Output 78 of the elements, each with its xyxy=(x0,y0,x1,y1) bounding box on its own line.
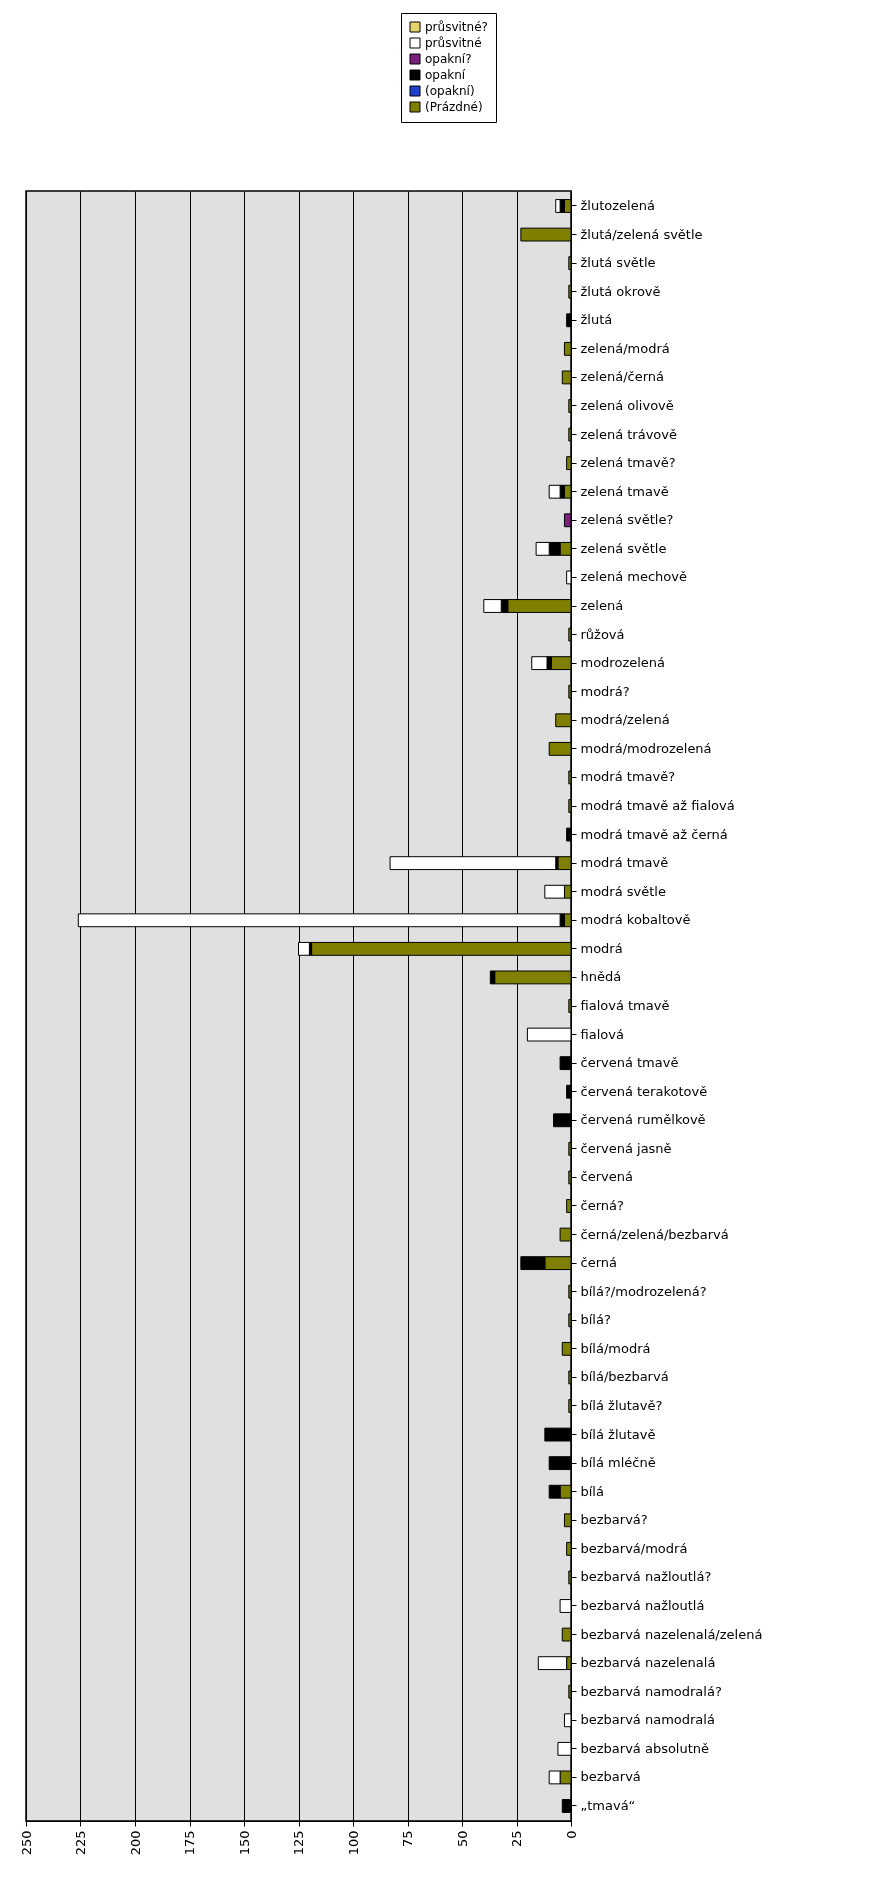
y-tick-label: bezbarvá namodralá? xyxy=(580,1683,722,1699)
y-tick-label: bílá žlutavě? xyxy=(580,1398,663,1413)
y-tick-label: bílá mléčně xyxy=(580,1455,656,1471)
y-tick-label: zelená/modrá xyxy=(580,340,670,356)
x-tick-label: 200 xyxy=(127,1830,143,1856)
legend-label: průsvitné xyxy=(425,36,482,50)
y-tick-label: bílá?/modrozelená? xyxy=(580,1283,707,1299)
bar xyxy=(548,484,561,499)
y-tick-label: fialová xyxy=(580,1026,624,1042)
y-tick-label: modrá světle xyxy=(580,883,666,899)
x-tick-label: 50 xyxy=(454,1830,470,1848)
x-tick-label: 75 xyxy=(400,1830,415,1848)
y-tick-label: žlutozelená xyxy=(580,198,655,213)
y-tick-label: bezbarvá nazelenalá xyxy=(580,1655,716,1671)
y-tick-label: černá xyxy=(580,1255,617,1271)
y-tick-label: bílá/modrá xyxy=(580,1340,651,1356)
y-tick-label: modrá tmavě až černá xyxy=(580,826,728,842)
y-tick-label: bezbarvá nažloutlá? xyxy=(580,1569,712,1585)
x-tick-label: 100 xyxy=(345,1830,361,1856)
x-tick-label: 250 xyxy=(18,1830,34,1856)
y-tick-label: bezbarvá? xyxy=(580,1512,648,1528)
y-tick-label: zelená tmavě xyxy=(580,483,669,499)
y-tick-label: bezbarvá xyxy=(580,1769,641,1785)
legend-label: opakní xyxy=(425,68,466,82)
y-tick-label: bezbarvá/modrá xyxy=(580,1540,688,1556)
y-tick-label: bílá/bezbarvá xyxy=(580,1369,669,1385)
x-tick-label: 150 xyxy=(236,1830,252,1856)
y-tick-label: fialová tmavě xyxy=(580,998,670,1013)
y-tick-label: modrá? xyxy=(580,683,630,699)
y-tick-label: černá? xyxy=(580,1198,624,1213)
x-tick-label: 125 xyxy=(291,1830,306,1856)
y-tick-label: modrá xyxy=(580,940,623,956)
x-tick-label: 225 xyxy=(73,1830,88,1856)
legend-label: (opakní) xyxy=(425,84,475,98)
y-tick-label: modrá tmavě až fialová xyxy=(580,798,735,813)
y-tick-label: červená tmavě xyxy=(580,1055,679,1071)
y-tick-label: modrá tmavě? xyxy=(580,769,676,785)
bar xyxy=(537,1656,568,1671)
x-tick-label: 175 xyxy=(182,1830,197,1856)
y-tick-label: zelená olivově xyxy=(580,398,674,413)
y-tick-label: modrá kobaltově xyxy=(580,912,691,928)
legend-label: průsvitné? xyxy=(425,20,488,34)
y-tick-label: zelená/černá xyxy=(580,369,664,385)
y-tick-label: zelená tmavě? xyxy=(580,455,676,471)
y-tick-label: žlutá okrově xyxy=(580,283,661,299)
y-tick-label: bezbarvá nazelenalá/zelená xyxy=(580,1626,763,1642)
y-tick-label: červená xyxy=(580,1169,633,1185)
y-tick-label: hnědá xyxy=(580,969,622,985)
y-tick-label: zelená trávově xyxy=(580,426,678,442)
y-tick-label: modrozelená xyxy=(580,655,666,671)
bar xyxy=(555,199,561,213)
x-tick-label: 25 xyxy=(509,1830,524,1848)
y-tick-label: bezbarvá namodralá xyxy=(580,1712,715,1728)
y-tick-label: „tmavá“ xyxy=(580,1798,636,1813)
y-tick-label: modrá/zelená xyxy=(580,712,670,728)
y-tick-label: zelená mechově xyxy=(580,569,687,585)
y-tick-label: modrá/modrozelená xyxy=(580,740,712,756)
y-tick-label: žlutá/zelená světle xyxy=(580,226,703,242)
y-tick-label: červená rumělkově xyxy=(580,1112,706,1128)
x-tick-label: 0 xyxy=(563,1830,579,1839)
y-tick-label: červená terakotově xyxy=(580,1083,708,1099)
y-tick-label: černá/zelená/bezbarvá xyxy=(580,1226,729,1242)
y-tick-label: žlutá xyxy=(580,312,613,328)
bar xyxy=(531,656,548,671)
y-tick-label: růžová xyxy=(580,626,625,642)
y-tick-label: bezbarvá nažloutlá xyxy=(580,1598,705,1613)
y-tick-label: zelená xyxy=(580,598,624,613)
y-tick-label: zelená světle xyxy=(580,540,667,556)
y-tick-label: žlutá světle xyxy=(580,255,656,271)
y-tick-label: červená jasně xyxy=(580,1140,672,1156)
y-tick-label: bílá žlutavě xyxy=(580,1426,656,1442)
y-tick-label: zelená světle? xyxy=(580,512,674,528)
legend-label: (Prázdné) xyxy=(425,100,483,114)
y-tick-label: modrá tmavě xyxy=(580,855,669,871)
y-tick-label: bezbarvá absolutně xyxy=(580,1740,710,1756)
y-tick-label: bílá xyxy=(580,1483,604,1499)
legend-label: opakní? xyxy=(425,52,472,66)
y-tick-label: bílá? xyxy=(580,1312,611,1328)
